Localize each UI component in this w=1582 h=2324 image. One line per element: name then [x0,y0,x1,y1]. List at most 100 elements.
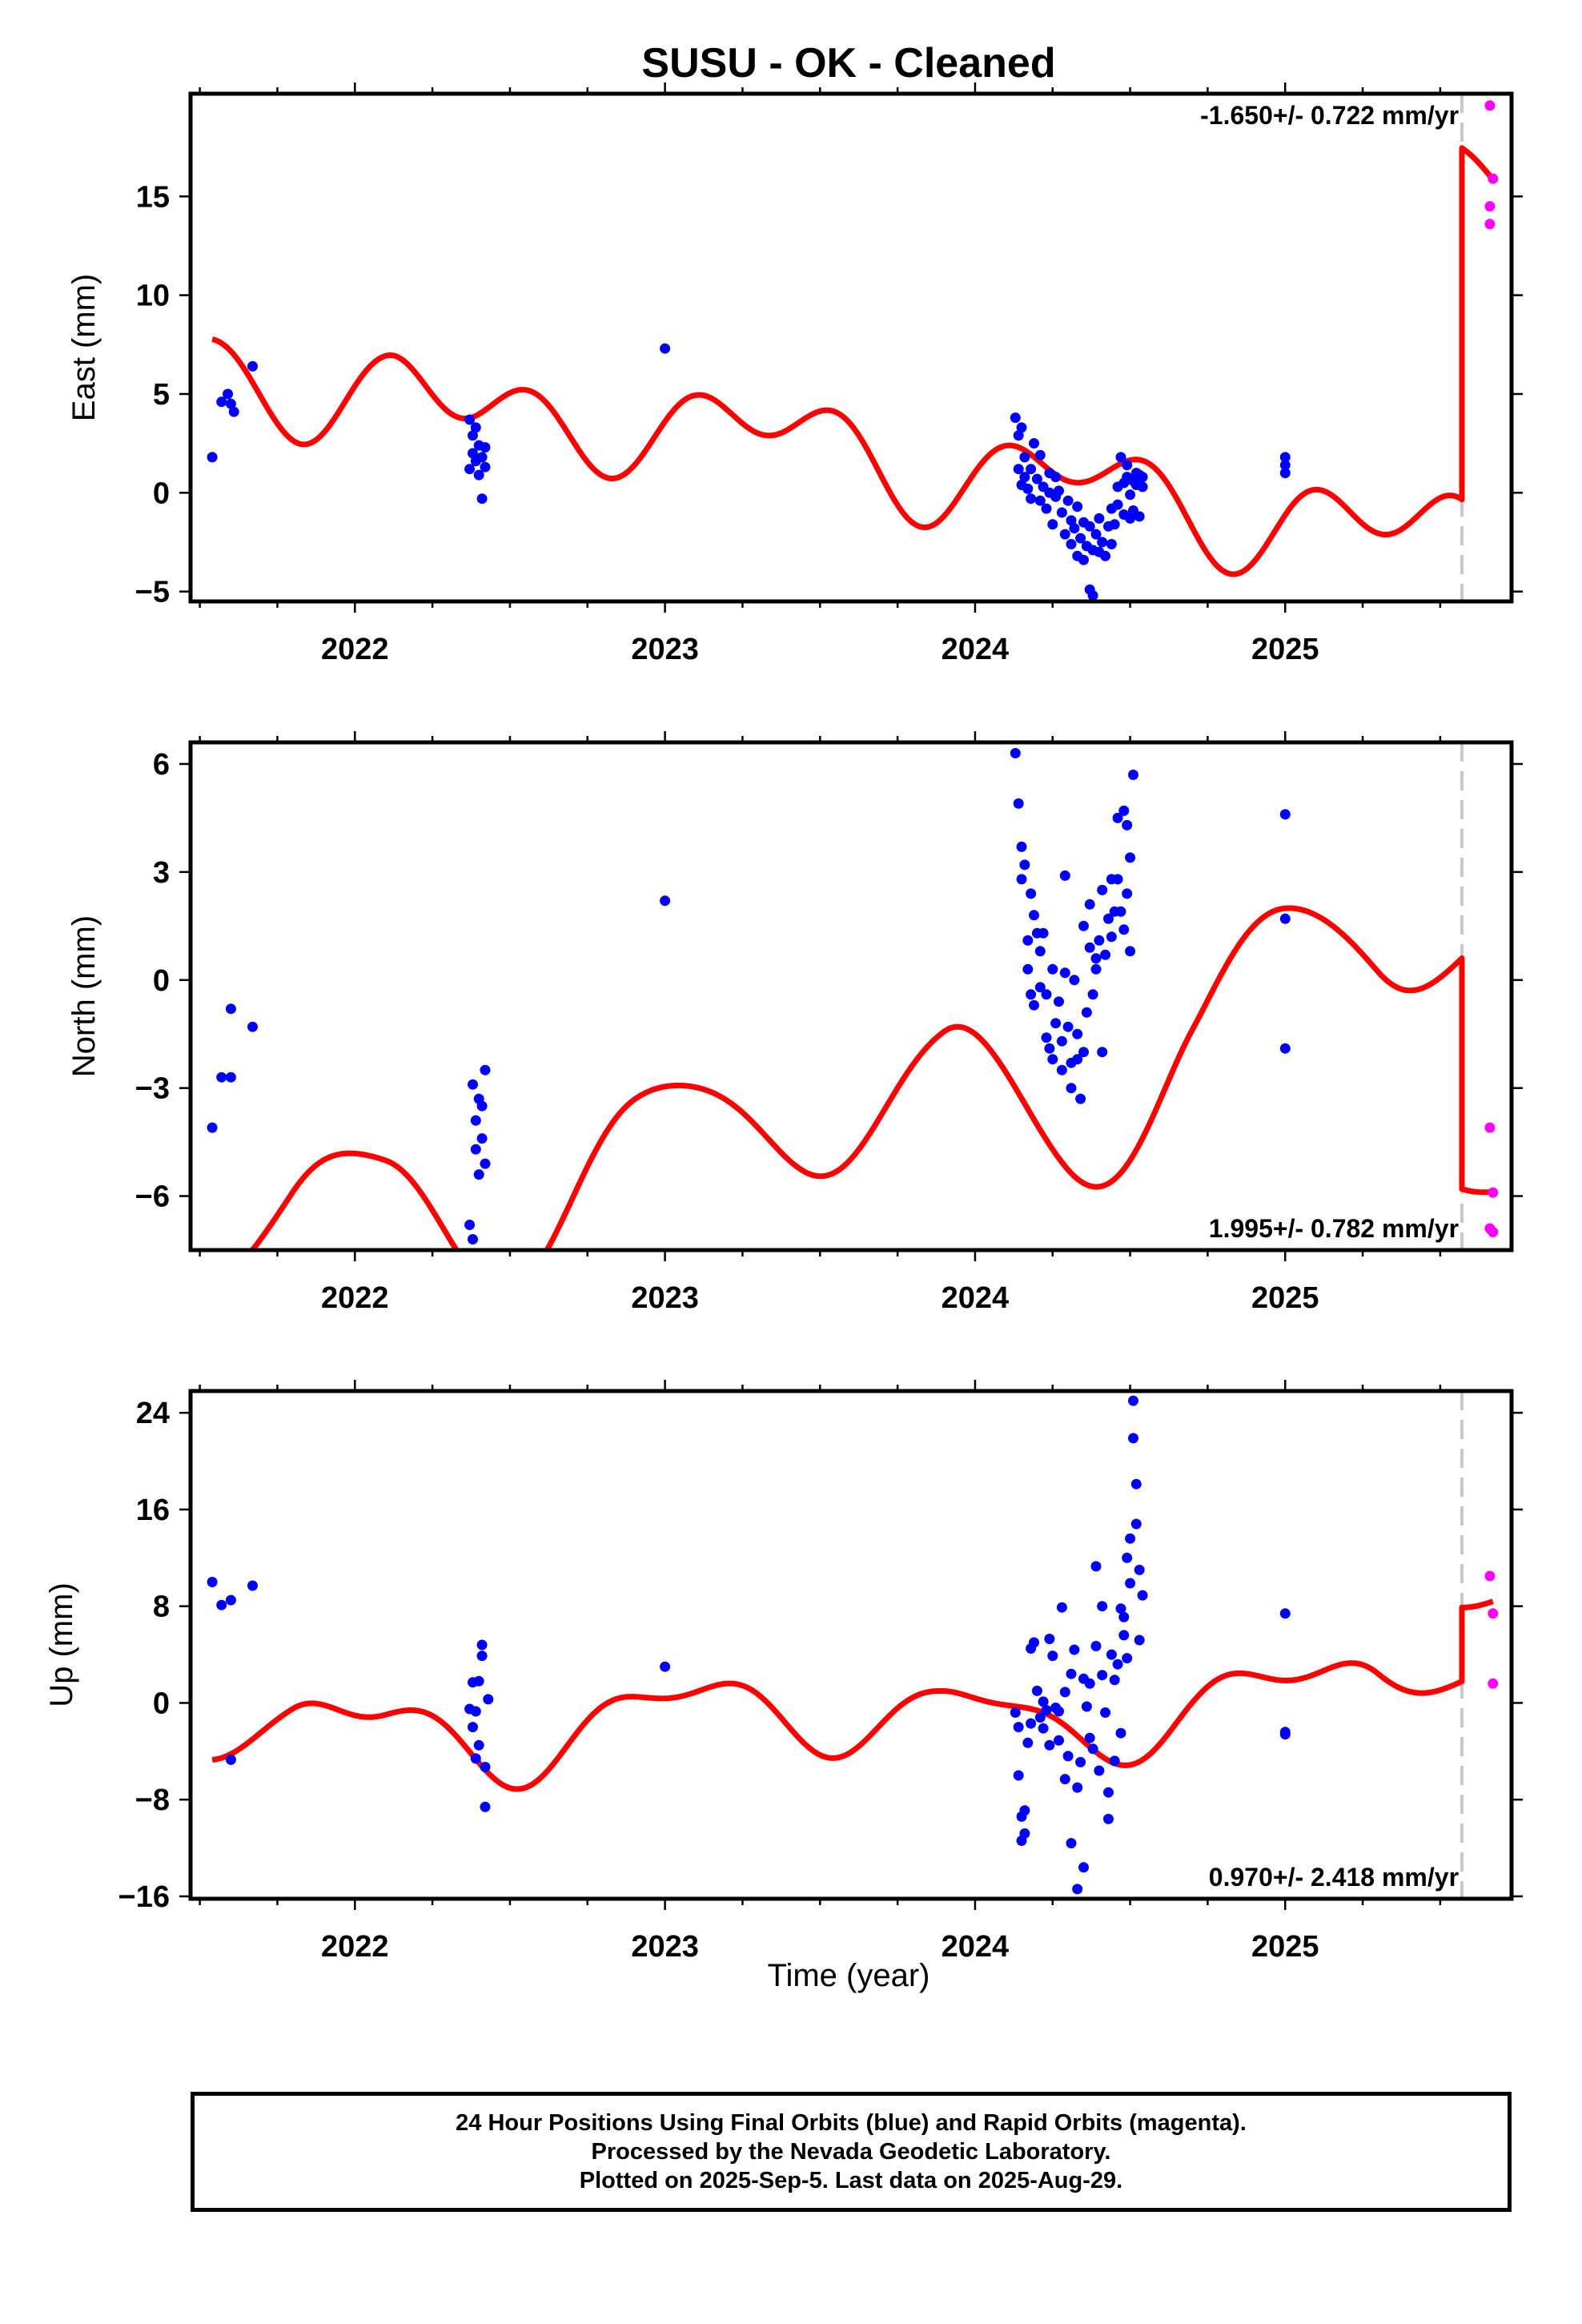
final-orbit-point [1016,422,1027,433]
final-orbit-point [1059,1687,1070,1698]
y-tick-label: −3 [135,1072,170,1106]
up-panel: 2022 2023 2024 2025 −16 −8 0 8 16 24 Up (mm) 0.970+… [44,1380,1523,1964]
final-orbit-point [483,1694,494,1705]
final-orbit-point [470,1753,481,1764]
final-orbit-point [1069,1644,1080,1655]
rapid-orbit-point [1484,100,1496,111]
final-orbit-point [1050,1018,1062,1029]
y-tick-label: −6 [135,1180,170,1214]
final-orbit-point [1097,537,1108,548]
final-orbit-point [1034,495,1046,506]
rapid-orbit-point [1488,173,1499,184]
final-orbit-point [1075,533,1086,544]
final-orbit-point [1044,1739,1055,1751]
final-orbit-point [1054,1706,1064,1717]
final-orbit-point [1115,1603,1126,1614]
final-orbit-point [1072,1782,1083,1793]
final-orbit-point [1029,910,1039,921]
model-curve [248,905,1495,1250]
final-orbit-point [1038,1723,1049,1734]
final-orbit-point [470,1115,481,1126]
final-orbit-point [1059,870,1070,881]
final-orbit-point [1034,982,1046,993]
final-orbit-point [1084,899,1095,910]
final-orbit-point [1013,430,1024,441]
final-orbit-point [225,1754,236,1765]
final-orbit-point [1056,1035,1067,1047]
final-orbit-point [1026,989,1037,1000]
final-orbit-point [1118,924,1130,935]
plot-frame [188,91,1514,604]
final-orbit-point [1087,1743,1098,1755]
rapid-orbit-point [1484,201,1496,212]
final-orbit-point [1130,1478,1142,1490]
final-orbit-point [1078,1862,1089,1873]
final-orbit-point [473,469,484,480]
rapid-orbit-point [1488,1227,1499,1237]
final-orbit-point [1100,550,1111,561]
final-orbit-point [1013,798,1024,809]
model-curve [211,1598,1495,1792]
y-tick-label: 15 [136,180,170,214]
final-orbit-point [1125,946,1136,957]
final-orbit-point [216,1072,227,1083]
final-orbit-point [1125,513,1136,524]
final-orbit-point [1038,927,1049,939]
final-orbit-point [1041,1032,1052,1043]
final-orbit-point [1097,1047,1108,1058]
final-orbit-point [480,1158,491,1169]
final-orbit-point [1047,519,1058,530]
final-orbit-point [1115,452,1126,463]
final-orbit-point [1041,989,1052,1000]
final-orbit-point [1078,920,1089,931]
final-orbit-point [1056,1602,1067,1613]
footer-line-1: 24 Hour Positions Using Final Orbits (bl… [456,2110,1247,2136]
final-orbit-point [1134,1634,1145,1646]
final-orbit-point [1066,1838,1077,1849]
final-orbit-point [1106,1649,1117,1660]
final-orbit-point [1084,1678,1095,1689]
north-panel: 2022 2023 2024 2025 −6 −3 0 3 6 North (mm) 1.995+/… [66,731,1523,1315]
final-orbit-point [1109,1755,1120,1767]
final-orbit-point [1072,1054,1083,1065]
final-orbit-point [1100,1707,1111,1718]
final-orbit-point [1115,906,1126,917]
final-orbit-point [1118,1630,1130,1641]
final-orbit-point [228,406,239,417]
y-tick-label: 0 [153,964,170,998]
final-orbit-point [1019,472,1030,483]
final-orbit-point [1094,1765,1105,1776]
rapid-orbit-point [1484,1122,1496,1133]
rapid-orbit-point [1488,1608,1499,1619]
final-orbit-point [1090,953,1102,964]
final-orbit-point [1122,1653,1133,1664]
plot-frame [188,1389,1514,1901]
final-orbit-point [476,493,488,505]
final-orbit-point [1034,946,1046,957]
final-orbit-point [1103,1813,1114,1824]
final-orbit-point [473,1739,484,1751]
final-orbit-point [1047,963,1058,975]
final-orbit-point [476,1639,488,1651]
final-orbit-point [1097,1670,1108,1681]
final-orbit-point [1026,464,1037,475]
rate-annotation: 0.970+/- 2.418 mm/yr [1209,1863,1459,1892]
final-orbit-point [1081,1007,1092,1018]
chart-title: SUSU - OK - Cleaned [641,40,1055,86]
final-orbit-point [1090,1641,1102,1651]
final-orbit-point [1115,1727,1126,1739]
final-orbit-point [480,1762,491,1772]
final-orbit-point [1125,1578,1136,1589]
final-orbit-point [480,1064,491,1076]
y-tick-label: 24 [136,1397,170,1430]
footer-line-2: Processed by the Nevada Geodetic Laborat… [591,2139,1111,2165]
final-orbit-point [1016,874,1027,885]
final-orbit-point [1066,1083,1077,1094]
final-orbit-point [1097,1601,1108,1612]
final-orbit-point [1047,1054,1058,1065]
final-orbit-point [1050,472,1062,483]
final-orbit-point [1087,590,1098,601]
final-orbit-point [1118,1611,1130,1622]
final-orbit-point [480,442,491,453]
